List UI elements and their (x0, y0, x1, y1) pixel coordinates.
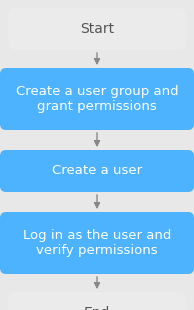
FancyBboxPatch shape (0, 212, 194, 274)
Text: End: End (84, 306, 110, 310)
Text: Create a user: Create a user (52, 165, 142, 178)
FancyBboxPatch shape (0, 68, 194, 130)
Text: Log in as the user and
verify permissions: Log in as the user and verify permission… (23, 229, 171, 257)
Text: Start: Start (80, 22, 114, 36)
FancyBboxPatch shape (8, 8, 186, 50)
FancyBboxPatch shape (8, 292, 186, 310)
Text: Create a user group and
grant permissions: Create a user group and grant permission… (16, 85, 178, 113)
FancyBboxPatch shape (0, 150, 194, 192)
